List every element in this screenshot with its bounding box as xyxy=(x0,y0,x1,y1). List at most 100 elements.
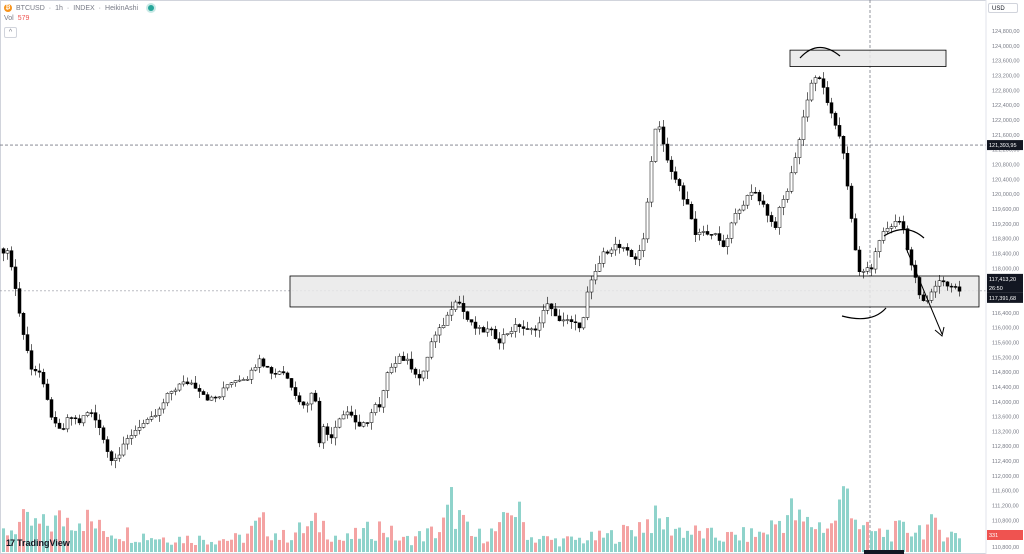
volume-bar xyxy=(574,539,577,552)
price-tick-label: 119,600,00 xyxy=(992,207,1019,213)
volume-bar xyxy=(814,529,817,552)
candle-down xyxy=(681,185,686,200)
volume-bar xyxy=(38,523,41,552)
volume-bar xyxy=(474,536,477,552)
volume-bar xyxy=(466,521,469,552)
candle-up xyxy=(893,221,898,227)
candle-down xyxy=(21,313,26,335)
volume-bar xyxy=(350,538,353,552)
candle-down xyxy=(709,234,714,236)
price-tick-label: 114,400,00 xyxy=(992,385,1019,391)
candle-up xyxy=(805,99,810,118)
candle-down xyxy=(89,412,94,414)
zone-rectangles[interactable] xyxy=(289,49,980,308)
volume-bar xyxy=(646,519,649,552)
price-axis[interactable]: 124,800,00 124,000,00 123,600,00 123,200,00… xyxy=(985,0,1024,554)
candle-down xyxy=(497,338,502,344)
volume-bar xyxy=(130,542,133,552)
candle-down xyxy=(473,321,478,329)
candle-up xyxy=(657,126,662,130)
legend-volume-row[interactable]: Vol 579 xyxy=(4,15,29,22)
volume-bar xyxy=(762,532,765,552)
price-tick-label: 123,600,00 xyxy=(992,59,1020,65)
volume-bar xyxy=(426,528,429,552)
volume-bar xyxy=(90,521,93,552)
legend-symbol-row[interactable]: ₿ BTCUSD · 1h · INDEX · HeikinAshi xyxy=(4,4,155,12)
candle-down xyxy=(317,400,322,444)
candle-up xyxy=(277,371,282,375)
volume-bar xyxy=(274,533,277,552)
candle-down xyxy=(213,396,218,399)
volume-bar xyxy=(866,521,869,552)
price-tick-label: 111,200,00 xyxy=(992,504,1019,510)
candle-down xyxy=(837,125,842,137)
volume-bar xyxy=(846,488,849,552)
candle-up xyxy=(437,327,442,336)
current-price-tag: 117,391,68 xyxy=(989,296,1016,302)
volume-bar xyxy=(522,522,525,552)
volume-bar xyxy=(418,531,421,552)
volume-bar xyxy=(6,535,9,552)
candle-up xyxy=(809,82,814,101)
volume-bar xyxy=(246,533,249,552)
price-tick-label: 122,400,00 xyxy=(992,103,1020,109)
volume-bar xyxy=(194,544,197,552)
currency-selector[interactable]: USD xyxy=(988,3,1018,13)
candle-up xyxy=(125,438,130,445)
volume-bar xyxy=(406,535,409,552)
price-tick-label: 122,000,00 xyxy=(992,118,1020,124)
down-arrow xyxy=(905,247,943,335)
volume-bar xyxy=(250,525,253,552)
candle-up xyxy=(789,172,794,192)
candle-down xyxy=(557,315,562,322)
volume-bar xyxy=(698,530,701,552)
volume-bar xyxy=(222,539,225,552)
volume-bar xyxy=(590,531,593,552)
candle-up xyxy=(141,423,146,428)
time-axis-marker xyxy=(864,550,904,554)
price-tick-label: 124,000,00 xyxy=(992,44,1020,50)
volume-bar xyxy=(894,520,897,552)
volume-bar xyxy=(446,504,449,552)
candle-up xyxy=(609,249,614,254)
volume-bar xyxy=(422,541,425,552)
volume-bar xyxy=(26,511,29,552)
candle-down xyxy=(41,372,46,385)
volume-bar xyxy=(202,539,205,552)
volume-bar xyxy=(378,521,381,552)
bitcoin-icon: ₿ xyxy=(4,4,12,12)
candle-up xyxy=(245,379,250,381)
volume-bar xyxy=(34,518,37,552)
volume-bar xyxy=(22,509,25,552)
price-tick-label: 114,800,00 xyxy=(992,370,1019,376)
down-arrow-head xyxy=(934,326,945,337)
volume-bar xyxy=(242,542,245,552)
volume-bar xyxy=(50,531,53,552)
legend-exchange: INDEX xyxy=(73,4,95,12)
volume-bar xyxy=(494,531,497,552)
volume-bar xyxy=(674,528,677,552)
candle-up xyxy=(729,222,734,239)
candle-up xyxy=(217,396,222,399)
volume-bar xyxy=(102,531,105,552)
volume-bar xyxy=(46,525,49,552)
drawings[interactable] xyxy=(799,46,945,554)
candle-up xyxy=(785,191,790,200)
candle-up xyxy=(337,418,342,428)
collapse-legend-button[interactable]: ^ xyxy=(4,27,17,38)
candle-up xyxy=(113,457,118,461)
volume-bar xyxy=(518,501,521,552)
candle-up xyxy=(145,419,150,424)
candle-down xyxy=(61,428,66,430)
candle-down xyxy=(353,415,358,423)
volume-bar xyxy=(286,542,289,552)
candle-down xyxy=(669,159,674,172)
candle-up xyxy=(561,319,566,322)
candle-down xyxy=(409,358,414,370)
candle-down xyxy=(917,277,922,296)
volume-bar xyxy=(262,512,265,552)
volume-bar xyxy=(258,517,261,552)
volume-bar xyxy=(938,529,941,552)
volume-bar xyxy=(278,539,281,552)
